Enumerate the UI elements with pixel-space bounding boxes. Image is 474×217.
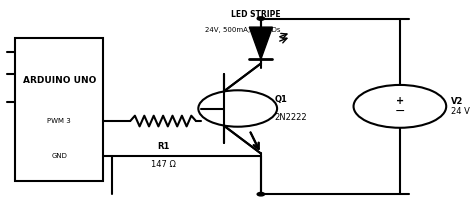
Text: +: + <box>396 96 404 106</box>
Text: Q1: Q1 <box>275 95 288 104</box>
Text: PWM 3: PWM 3 <box>47 118 71 124</box>
Text: −: − <box>395 105 405 118</box>
Text: 2N2222: 2N2222 <box>275 113 308 122</box>
Text: LED STRIPE: LED STRIPE <box>231 10 281 18</box>
Circle shape <box>257 192 264 196</box>
Circle shape <box>257 17 264 20</box>
Polygon shape <box>249 27 273 59</box>
Text: ARDUINO UNO: ARDUINO UNO <box>23 76 96 85</box>
Circle shape <box>198 90 277 127</box>
FancyBboxPatch shape <box>15 38 103 181</box>
Text: 24 V: 24 V <box>451 107 470 116</box>
Text: V2: V2 <box>451 97 463 105</box>
Circle shape <box>354 85 446 128</box>
Text: R1: R1 <box>157 143 169 151</box>
Text: 147 Ω: 147 Ω <box>151 160 175 169</box>
Text: GND: GND <box>51 153 67 158</box>
Text: 24V, 500mA, 54 LEDs: 24V, 500mA, 54 LEDs <box>205 27 280 33</box>
